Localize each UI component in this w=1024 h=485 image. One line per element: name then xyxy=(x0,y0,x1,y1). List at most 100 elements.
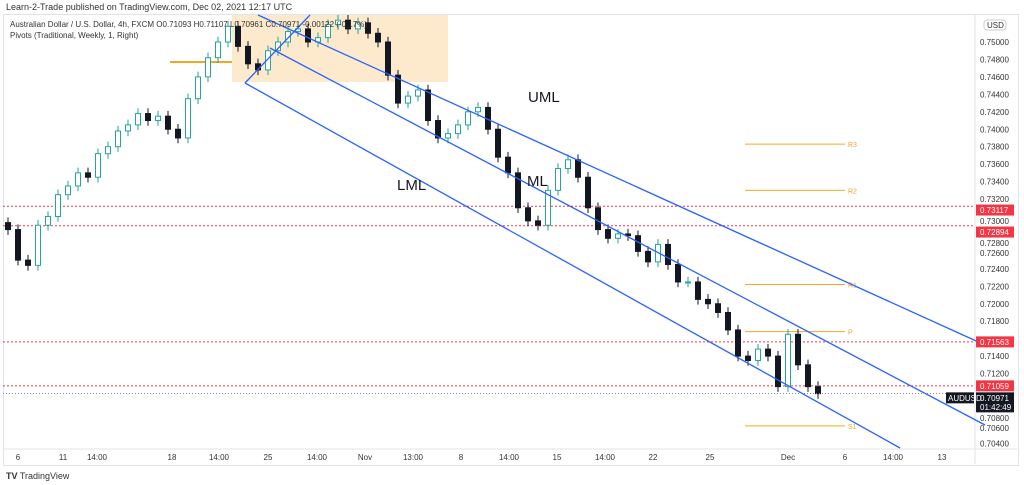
candle-body xyxy=(155,115,161,122)
candle-body xyxy=(645,250,651,263)
time-tick-label: 22 xyxy=(649,453,658,462)
price-tick-label: 0.74000 xyxy=(980,125,1009,134)
last-price-label: 0.70971 xyxy=(980,394,1009,403)
time-tick-label: 13 xyxy=(938,453,947,462)
candle-body xyxy=(425,89,431,122)
median-line xyxy=(269,47,986,426)
price-tick-label: 0.70600 xyxy=(980,424,1009,433)
currency-badge xyxy=(983,19,1007,31)
candle-body xyxy=(355,22,361,30)
candle-body xyxy=(665,243,671,265)
level-price-tag xyxy=(976,380,1014,392)
candle-body xyxy=(395,74,401,104)
candle-body xyxy=(35,224,41,266)
candle-body xyxy=(765,348,771,357)
candle-body xyxy=(695,281,701,300)
candle-body xyxy=(205,57,211,78)
candle-body xyxy=(565,159,571,170)
symbol-ohlc: Australian Dollar / U.S. Dollar, 4h, FXC… xyxy=(10,20,367,29)
time-tick-label: 14:00 xyxy=(209,453,230,462)
candle-body xyxy=(535,220,541,226)
price-tick-label: 0.74800 xyxy=(980,55,1009,64)
chart-frame xyxy=(3,14,1019,466)
uml-label: UML xyxy=(528,89,560,106)
candle-body xyxy=(785,333,791,388)
level-price-label: 0.72894 xyxy=(980,228,1009,237)
candle-body xyxy=(375,32,381,43)
time-tick-label: 6 xyxy=(16,453,21,462)
price-tick-label: 0.71400 xyxy=(980,352,1009,361)
time-tick-label: 15 xyxy=(553,453,562,462)
candle-body xyxy=(465,111,471,126)
candle-body xyxy=(55,194,61,217)
upper-median-line xyxy=(257,14,986,346)
ml-label: ML xyxy=(527,173,548,190)
symbol-label: AUDUSD xyxy=(948,394,982,403)
candle-body xyxy=(605,229,611,239)
candle-body xyxy=(575,159,581,178)
candle-body xyxy=(405,95,411,104)
time-tick-label: 6 xyxy=(843,453,848,462)
price-tick-label: 0.74200 xyxy=(980,108,1009,117)
candle-body xyxy=(25,259,31,266)
candle-body xyxy=(685,281,691,284)
pitchfork-handle xyxy=(244,14,311,84)
candle-body xyxy=(335,19,341,26)
time-tick-label: 14:00 xyxy=(307,453,328,462)
time-tick-label: 25 xyxy=(264,453,273,462)
level-price-tag xyxy=(976,204,1014,216)
time-tick-label: 14:00 xyxy=(87,453,108,462)
chart-legend: Australian Dollar / U.S. Dollar, 4h, FXC… xyxy=(10,19,367,41)
candle-body xyxy=(45,216,51,226)
candle-body xyxy=(435,120,441,139)
pivot-label: P xyxy=(848,330,853,337)
candle-body xyxy=(735,329,741,357)
time-tick-label: 14:00 xyxy=(595,453,616,462)
level-price-tag xyxy=(976,336,1014,348)
candle-body xyxy=(285,31,291,43)
time-tick-label: 18 xyxy=(168,453,177,462)
pivot-label: R2 xyxy=(848,188,857,195)
tradingview-logo: TV TradingView xyxy=(6,471,70,481)
candle-body xyxy=(455,124,461,135)
candle-body xyxy=(715,303,721,313)
time-tick-label: Dec xyxy=(781,453,795,462)
lower-median-line xyxy=(244,82,901,449)
price-tick-label: 0.70400 xyxy=(980,439,1009,448)
time-tick-label: Nov xyxy=(358,453,372,462)
candle-body xyxy=(725,311,731,331)
candle-body xyxy=(195,76,201,100)
candle-body xyxy=(225,25,231,43)
candle-body xyxy=(545,189,551,226)
candle-body xyxy=(75,172,81,187)
candle-body xyxy=(65,185,71,196)
candle-body xyxy=(595,207,601,231)
currency-label: USD xyxy=(987,21,1004,30)
price-tick-label: 0.75000 xyxy=(980,38,1009,47)
price-tick-label: 0.71200 xyxy=(980,370,1009,379)
brand-name: TradingView xyxy=(19,471,70,481)
price-tick-label: 0.73600 xyxy=(980,160,1009,169)
candle-body xyxy=(245,45,251,65)
candle-body xyxy=(475,106,481,113)
candle-body xyxy=(385,41,391,76)
candle-body xyxy=(755,348,761,361)
candle-body xyxy=(675,263,681,283)
indicator-pivots-label[interactable]: Pivots (Traditional, Weekly, 1, Right) xyxy=(10,31,139,40)
candle-body xyxy=(805,364,811,388)
price-tick-label: 0.73800 xyxy=(980,143,1009,152)
candle-body xyxy=(175,128,181,139)
symbol-tag xyxy=(946,392,974,404)
publisher-line: Learn-2-Trade published on TradingView.c… xyxy=(6,2,293,12)
candle-body xyxy=(815,386,821,395)
countdown-label: 01:42:49 xyxy=(980,403,1012,412)
candle-body xyxy=(125,124,131,132)
candle-body xyxy=(345,19,351,30)
time-tick-label: 14:00 xyxy=(883,453,904,462)
price-tick-label: 0.70800 xyxy=(980,414,1009,423)
candle-body xyxy=(85,172,91,178)
candle-body xyxy=(515,172,521,209)
time-tick-label: 13:00 xyxy=(403,453,424,462)
pivot-label: S1 xyxy=(848,424,857,431)
